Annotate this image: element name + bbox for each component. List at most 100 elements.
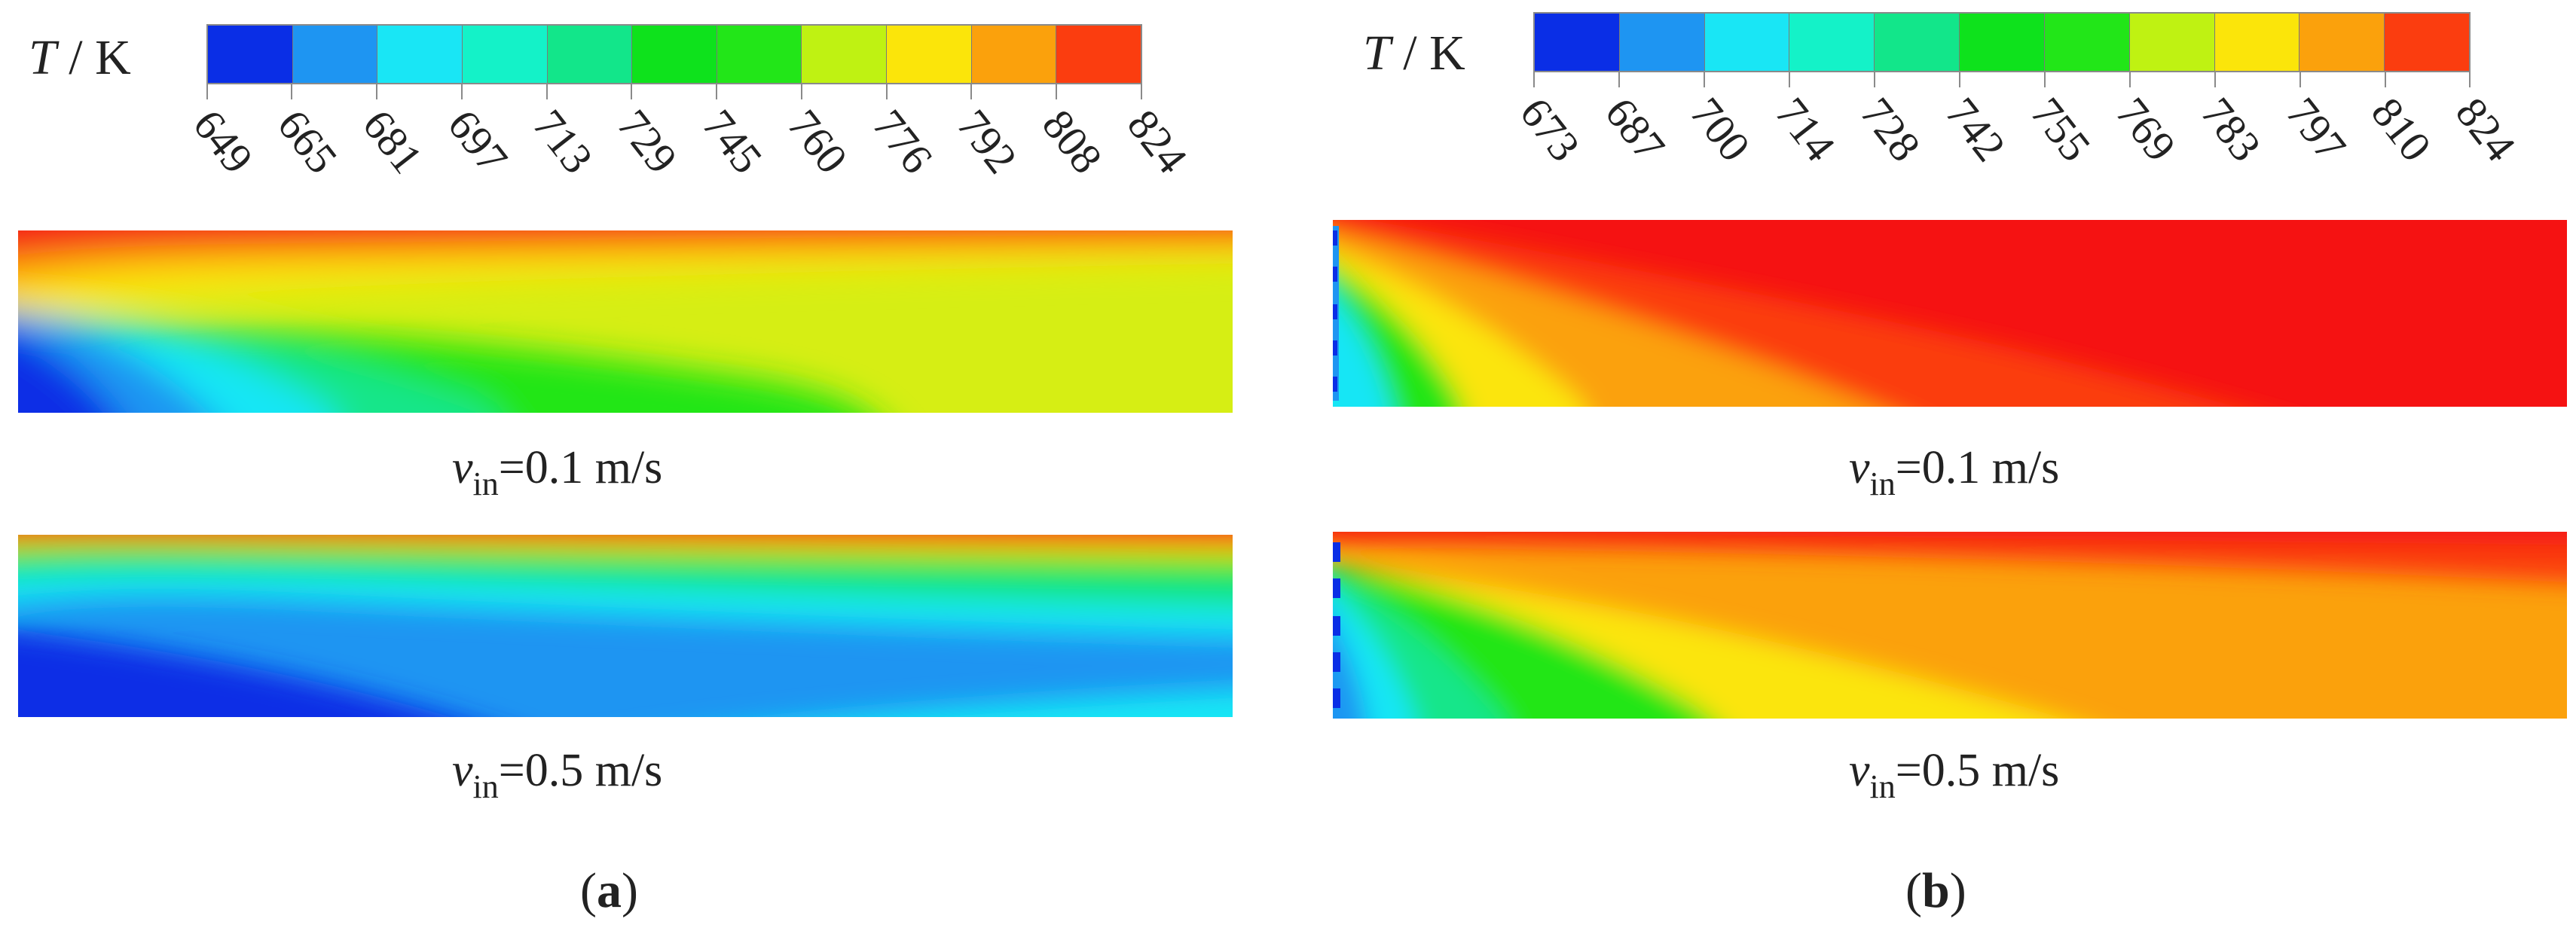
velocity-symbol: v [452, 745, 473, 796]
colorbar-segment [377, 26, 463, 83]
panel-label: (b) [1905, 866, 1966, 916]
colorbar-segment [1789, 14, 1875, 71]
colorbar-tick [291, 84, 292, 99]
colorbar-title: T / K [29, 33, 131, 83]
colorbar-tick [1533, 72, 1535, 87]
colorbar-tick [461, 84, 463, 99]
velocity-subscript: in [1869, 465, 1896, 502]
panel-label-letter: a [596, 863, 622, 918]
colorbar-segment [1960, 14, 2045, 71]
colorbar-tick-label: 810 [2361, 88, 2441, 171]
colorbar-segment [2299, 14, 2385, 71]
colorbar-segment [2129, 14, 2215, 71]
colorbar-segment [2385, 14, 2469, 71]
colorbar-segment [632, 26, 717, 83]
legend-variable: T [29, 30, 57, 85]
colorbar-tick [1618, 72, 1620, 87]
colorbar-tick-label: 769 [2106, 88, 2186, 171]
colorbar-tick-label: 714 [1765, 88, 1845, 171]
temperature-field-fast [1333, 532, 2567, 719]
colorbar-tick-label: 755 [2021, 88, 2101, 171]
panel-label-letter: b [1921, 863, 1950, 918]
velocity-subscript: in [472, 768, 499, 805]
colorbar-tick [2385, 72, 2386, 87]
temperature-field-slow [18, 230, 1233, 413]
colorbar-segment [2214, 14, 2300, 71]
colorbar-segment [1704, 14, 1790, 71]
colorbar-segment [547, 26, 633, 83]
colorbar-tick [2469, 72, 2471, 87]
colorbar-tick-label: 808 [1032, 100, 1112, 183]
colorbar-tick [2044, 72, 2046, 87]
colorbar-segment [1619, 14, 1705, 71]
colorbar-tick-label: 687 [1595, 88, 1675, 171]
field-caption: vin=0.5 m/s [1849, 747, 2059, 804]
colorbar-tick [206, 84, 208, 99]
velocity-subscript: in [472, 465, 499, 502]
colorbar-tick-label: 792 [947, 100, 1027, 183]
colorbar-tick [2299, 72, 2301, 87]
panel-label-close: ) [621, 863, 638, 918]
colorbar-tick-label: 824 [1117, 100, 1197, 183]
panel-label-open: ( [580, 863, 597, 918]
colorbar-tick-labels: 673 687 700 714 728 742 755 769 783 797 … [1511, 88, 2526, 226]
colorbar-tick-label: 760 [778, 100, 857, 183]
colorbar-ticks [206, 84, 1142, 99]
panel-a: T / K 649 665 681 697 713 729 [18, 24, 1233, 918]
colorbar-tick [546, 84, 548, 99]
legend-unit: K [1429, 26, 1465, 81]
velocity-symbol: v [1849, 442, 1870, 493]
colorbar [1533, 12, 2471, 72]
colorbar-tick-label: 776 [863, 100, 943, 183]
colorbar-tick-label: 697 [438, 100, 518, 183]
velocity-value: =0.1 m/s [498, 442, 663, 493]
colorbar-tick-label: 728 [1850, 88, 1930, 171]
colorbar-tick-label: 713 [523, 100, 603, 183]
panel-label-close: ) [1949, 863, 1966, 918]
temperature-field-fast [18, 535, 1233, 717]
colorbar-tick [886, 84, 888, 99]
colorbar-tick-label: 649 [183, 100, 263, 183]
colorbar-segment [462, 26, 548, 83]
colorbar-tick [970, 84, 972, 99]
colorbar-segment [1875, 14, 1960, 71]
velocity-symbol: v [1849, 745, 1870, 796]
temperature-field-slow [1333, 220, 2567, 407]
colorbar-tick-label: 665 [267, 100, 347, 183]
field-caption: vin=0.1 m/s [452, 444, 662, 501]
colorbar-ticks [1533, 72, 2471, 87]
colorbar-segment [292, 26, 378, 83]
colorbar-tick-labels: 649 665 681 697 713 729 745 760 776 792 … [184, 100, 1197, 238]
colorbar-tick-label: 729 [607, 100, 687, 183]
colorbar-tick [1959, 72, 1960, 87]
legend-variable: T [1363, 26, 1391, 81]
colorbar-tick [376, 84, 377, 99]
colorbar-tick-label: 745 [692, 100, 772, 183]
colorbar-segment [971, 26, 1057, 83]
colorbar-segment [208, 26, 293, 83]
colorbar-tick-label: 824 [2446, 88, 2526, 171]
legend-unit: K [95, 30, 131, 85]
colorbar-tick-label: 742 [1936, 88, 2015, 171]
colorbar-segment [1056, 26, 1141, 83]
velocity-value: =0.5 m/s [498, 745, 663, 796]
colorbar-tick [1874, 72, 1875, 87]
colorbar-tick [1056, 84, 1057, 99]
colorbar-segment [802, 26, 888, 83]
colorbar-segment [887, 26, 972, 83]
colorbar-tick-label: 700 [1680, 88, 1760, 171]
legend-slash: / [69, 30, 83, 85]
panel-b: T / K 673 687 700 714 728 742 [1288, 0, 2575, 940]
colorbar-tick [1789, 72, 1790, 87]
colorbar [206, 24, 1142, 84]
colorbar-tick [1704, 72, 1705, 87]
colorbar-tick-label: 797 [2276, 88, 2356, 171]
velocity-value: =0.5 m/s [1895, 745, 2060, 796]
colorbar-segment [2044, 14, 2130, 71]
panel-label-open: ( [1905, 863, 1922, 918]
colorbar-tick-label: 673 [1510, 88, 1590, 171]
colorbar-tick [1141, 84, 1142, 99]
legend-slash: / [1403, 26, 1417, 81]
colorbar-title: T / K [1363, 29, 1465, 78]
colorbar-tick [631, 84, 632, 99]
